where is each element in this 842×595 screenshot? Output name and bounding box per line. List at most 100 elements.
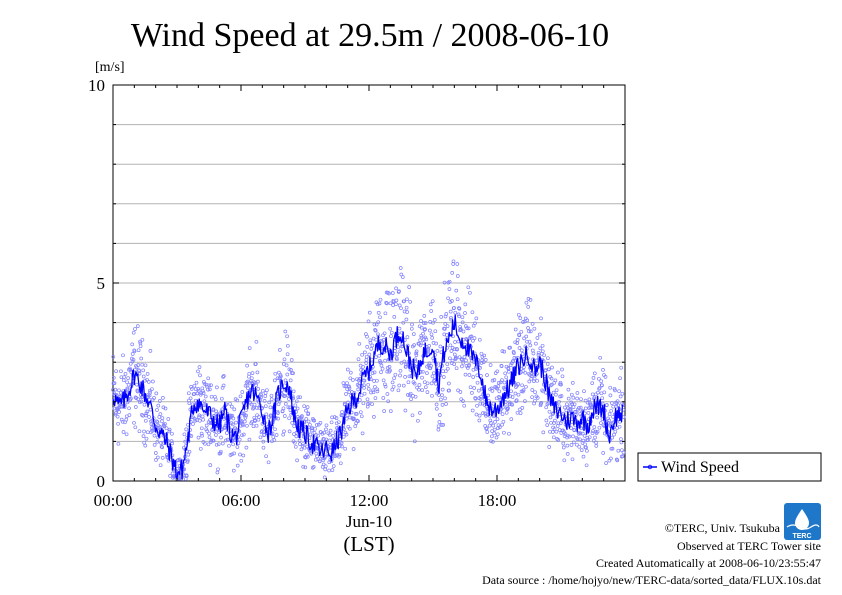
scatter-point: [161, 396, 165, 400]
scatter-point: [519, 348, 524, 353]
scatter-point: [283, 329, 288, 334]
scatter-point: [509, 402, 514, 407]
legend-box: [637, 452, 822, 482]
scatter-point: [167, 427, 172, 432]
scatter-point: [131, 330, 136, 335]
scatter-point: [140, 362, 145, 367]
scatter-point: [620, 454, 625, 459]
scatter-point: [418, 343, 423, 348]
scatter-point: [453, 357, 458, 361]
scatter-point: [225, 431, 229, 435]
scatter-point: [250, 371, 255, 375]
scatter-point: [479, 361, 484, 365]
scatter-point: [509, 389, 513, 394]
scatter-point: [464, 358, 468, 363]
scatter-point: [282, 429, 286, 434]
scatter-point: [471, 338, 475, 343]
scatter-point: [409, 326, 414, 331]
scatter-point: [526, 305, 531, 309]
scatter-point: [425, 371, 429, 375]
scatter-point: [314, 423, 319, 427]
scatter-point: [547, 445, 552, 449]
scatter-point: [219, 435, 223, 440]
scatter-point: [113, 412, 118, 417]
scatter-point: [433, 329, 438, 334]
scatter-point: [341, 434, 346, 439]
scatter-point: [402, 309, 407, 314]
legend-marker-swatch: [647, 464, 653, 470]
scatter-point: [348, 415, 352, 420]
scatter-point: [372, 322, 377, 327]
scatter-point: [124, 417, 129, 422]
scatter-point: [500, 378, 504, 382]
scatter-point: [412, 343, 416, 347]
scatter-point: [254, 339, 259, 344]
scatter-point: [484, 413, 488, 418]
scatter-point: [488, 363, 493, 367]
scatter-point: [568, 408, 573, 413]
scatter-point: [566, 387, 571, 392]
scatter-point: [308, 422, 312, 427]
scatter-point: [121, 378, 126, 383]
scatter-point: [382, 331, 387, 336]
scatter-point: [376, 311, 381, 315]
scatter-point: [591, 438, 596, 443]
scatter-point: [369, 390, 373, 395]
scatter-point: [237, 437, 242, 442]
scatter-point: [170, 453, 175, 458]
scatter-point: [263, 404, 268, 409]
scatter-point: [119, 369, 123, 374]
scatter-point: [351, 378, 355, 382]
scatter-point: [152, 396, 156, 400]
scatter-point: [266, 460, 271, 465]
scatter-point: [148, 390, 152, 395]
scatter-point: [348, 376, 353, 381]
scatter-point: [409, 397, 413, 402]
scatter-point: [512, 356, 517, 360]
scatter-point: [292, 440, 297, 445]
scatter-point: [566, 396, 571, 401]
scatter-point: [322, 437, 326, 442]
scatter-point: [397, 326, 402, 331]
scatter-point: [417, 387, 421, 392]
scatter-point: [556, 421, 561, 426]
scatter-point: [143, 443, 148, 448]
scatter-point: [207, 435, 212, 440]
scatter-point: [445, 324, 450, 328]
scatter-point: [620, 391, 625, 396]
scatter-point: [219, 396, 224, 401]
scatter-point: [514, 398, 519, 403]
scatter-point: [113, 411, 118, 415]
scatter-point: [397, 289, 401, 294]
scatter-point: [388, 409, 393, 413]
scatter-point: [249, 376, 254, 381]
scatter-point: [420, 369, 425, 374]
scatter-point: [344, 416, 349, 421]
scatter-point: [569, 392, 574, 397]
scatter-point: [136, 348, 141, 353]
scatter-point: [247, 346, 252, 350]
scatter-point: [504, 375, 509, 380]
scatter-point: [510, 402, 514, 407]
scatter-point: [394, 298, 399, 303]
scatter-point: [121, 353, 125, 358]
scatter-point: [539, 401, 544, 405]
scatter-point: [451, 259, 456, 264]
scatter-point: [503, 371, 508, 376]
scatter-point: [135, 389, 140, 394]
scatter-point: [511, 358, 515, 363]
scatter-point: [467, 362, 471, 367]
scatter-point: [524, 300, 529, 305]
scatter-point: [535, 336, 540, 340]
scatter-point: [144, 411, 149, 416]
scatter-point: [197, 415, 201, 419]
scatter-point: [259, 395, 264, 400]
scatter-point: [565, 452, 570, 456]
scatter-point: [422, 314, 427, 318]
scatter-point: [336, 420, 341, 425]
scatter-point: [292, 424, 297, 429]
scatter-point: [199, 431, 204, 436]
scatter-point: [244, 445, 249, 450]
scatter-point: [608, 385, 613, 390]
scatter-point: [560, 374, 565, 379]
